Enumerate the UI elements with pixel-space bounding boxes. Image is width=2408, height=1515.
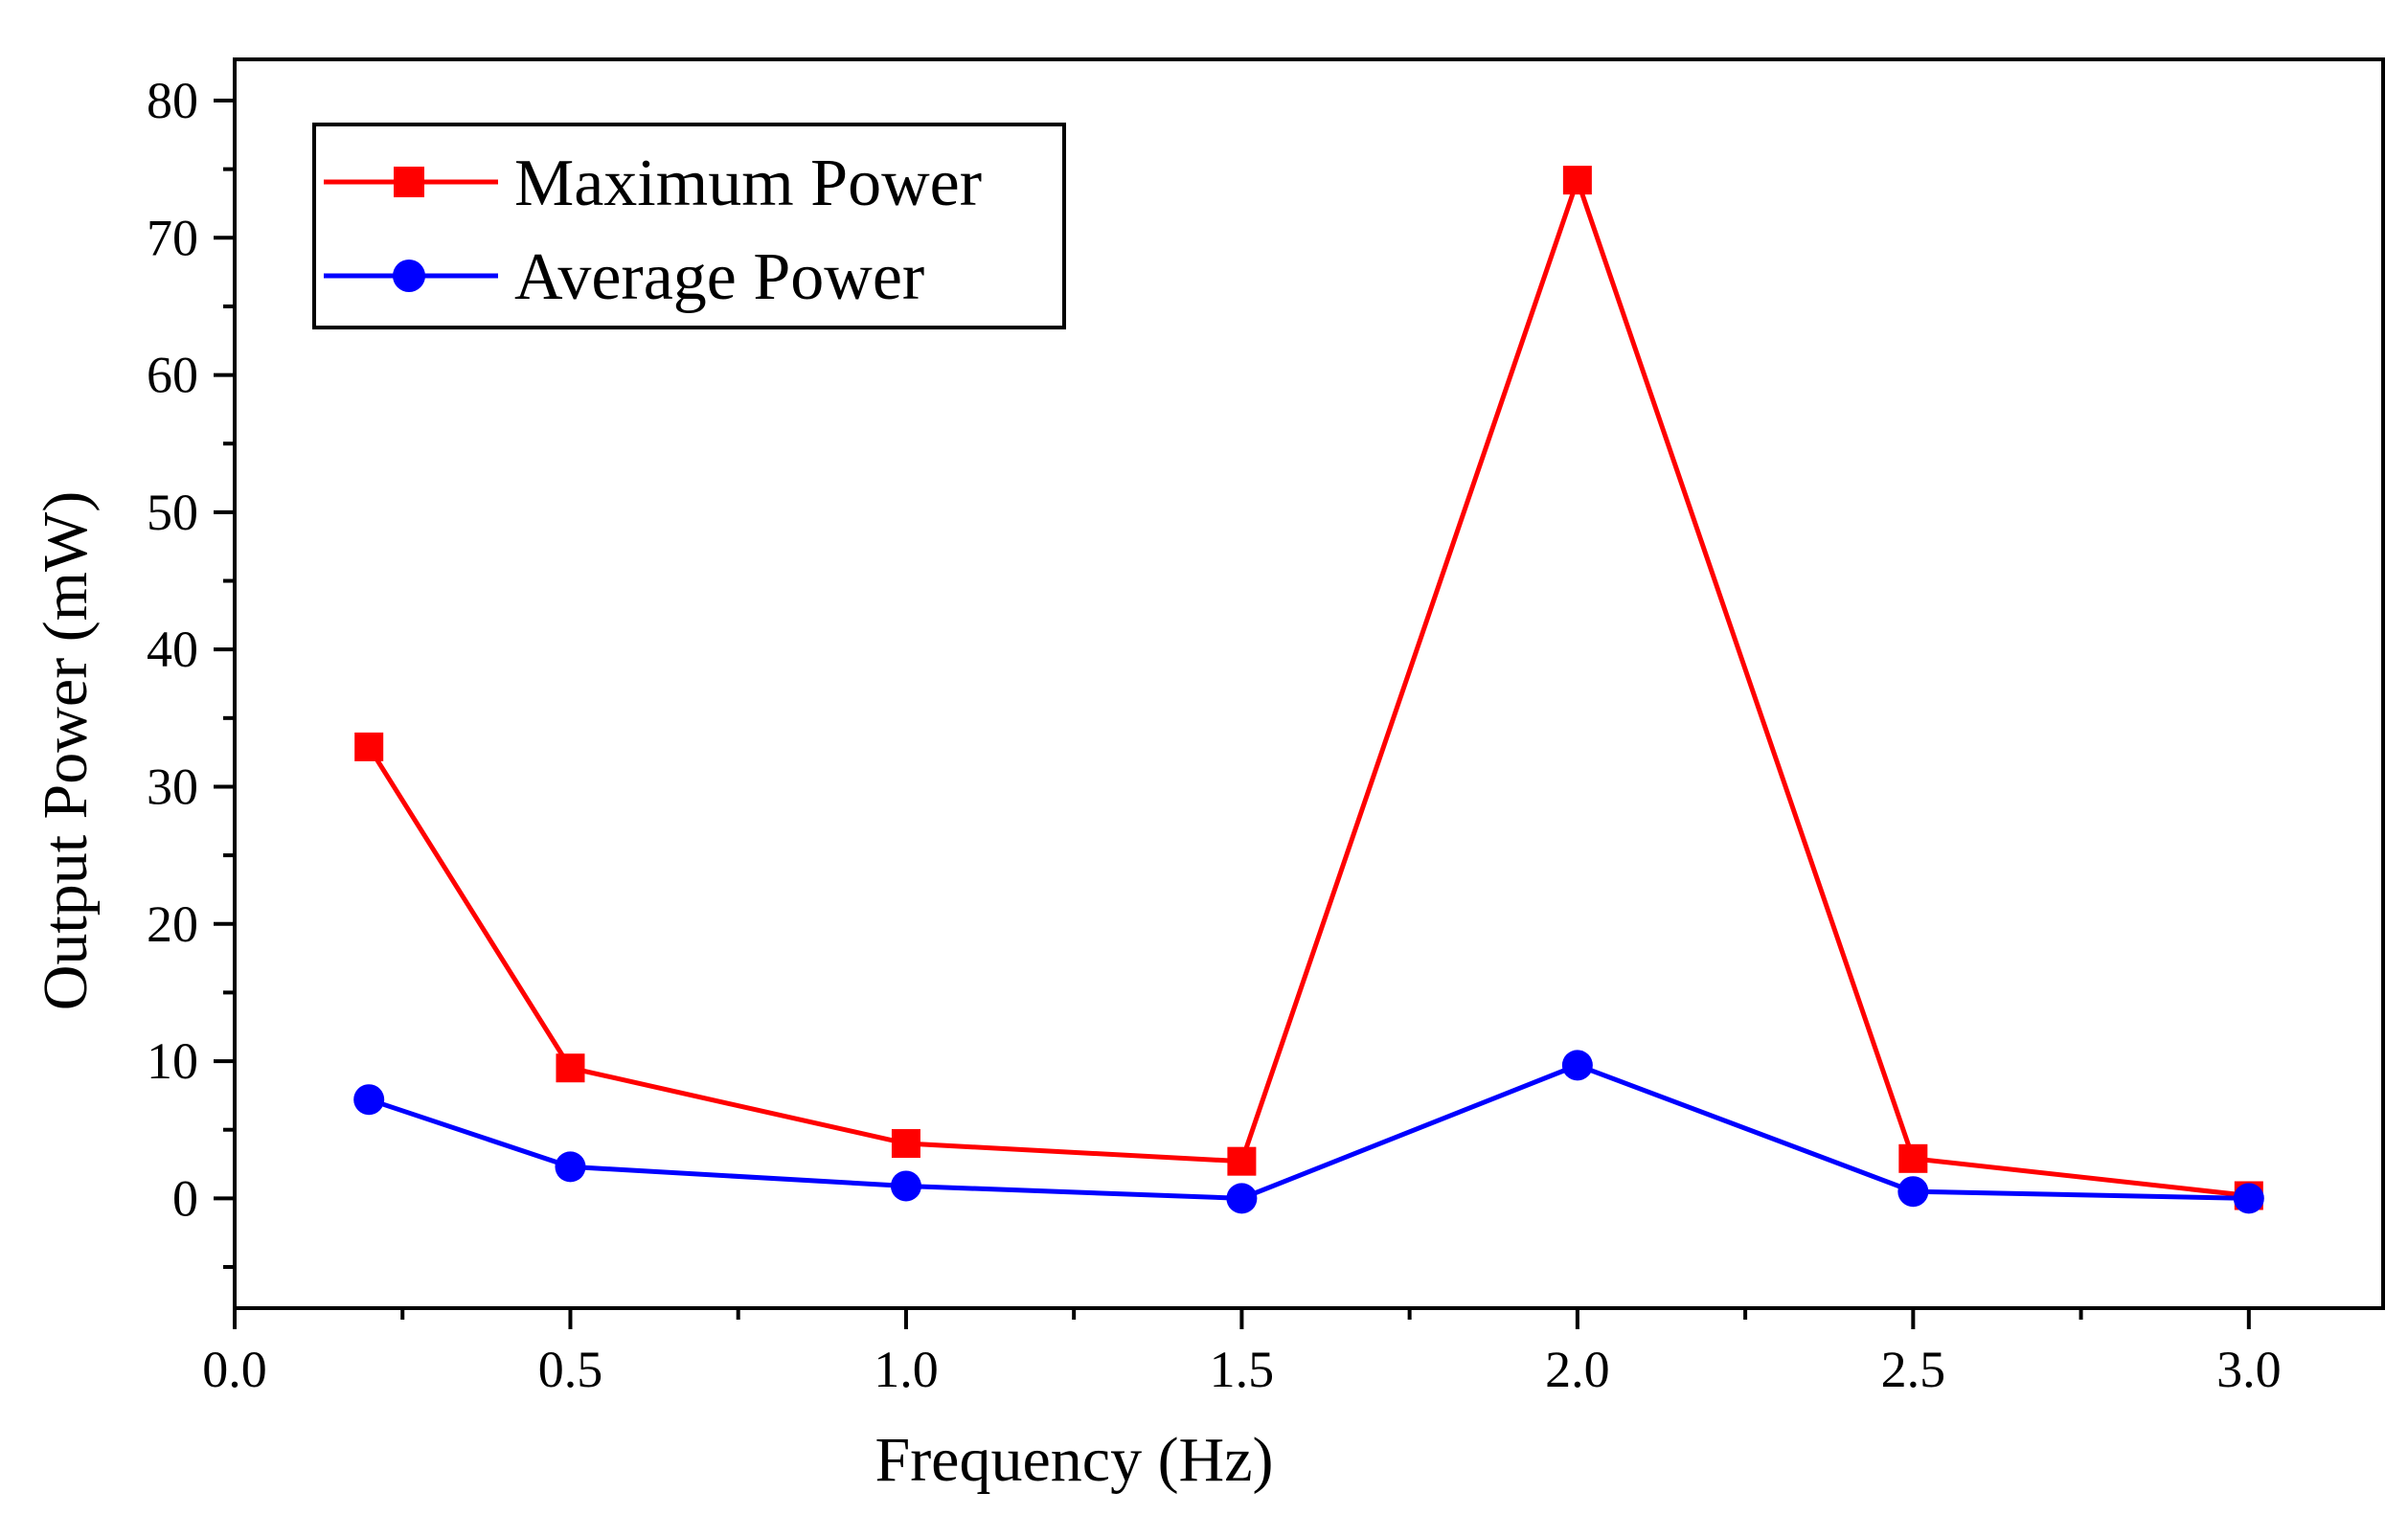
x-tick-label: 1.5: [1210, 1341, 1275, 1398]
x-axis-title: Frequency (Hz): [875, 1425, 1274, 1495]
legend-circle-marker: [393, 260, 425, 292]
y-tick-label: 50: [147, 484, 198, 541]
avg-power-point: [1897, 1176, 1929, 1208]
legend-label-1: Average Power: [514, 240, 924, 314]
y-tick-label: 10: [147, 1032, 198, 1090]
y-tick-label: 80: [147, 72, 198, 129]
x-tick-label: 1.0: [874, 1341, 939, 1398]
y-tick-label: 20: [147, 895, 198, 953]
max-power-point: [354, 732, 384, 761]
x-tick-label: 2.0: [1545, 1341, 1610, 1398]
legend-label-0: Maximum Power: [514, 147, 982, 220]
legend: Maximum Power Average Power: [312, 123, 1066, 329]
series-line-0: [367, 172, 2250, 1198]
avg-power-point: [353, 1084, 385, 1116]
legend-square-marker: [394, 167, 424, 197]
max-power-point: [1898, 1143, 1928, 1173]
plot-layer: [353, 166, 2264, 1214]
max-power-point: [891, 1129, 920, 1159]
y-axis-title: Output Power (mW): [31, 491, 101, 1011]
y-tick-label: 30: [147, 758, 198, 815]
plot-frame: [233, 57, 2385, 1310]
legend-box: [312, 123, 1066, 329]
y-tick-label: 70: [147, 209, 198, 266]
avg-power-point: [890, 1170, 921, 1202]
avg-power-point: [1561, 1050, 1593, 1081]
y-tick-label: 40: [147, 621, 198, 678]
y-tick-label: 60: [147, 347, 198, 404]
avg-power-point: [555, 1151, 586, 1183]
x-tick-label: 3.0: [2216, 1341, 2282, 1398]
y-tick-label: 0: [172, 1169, 198, 1227]
axes-layer: 0.0 0.5 1.0 1.5 2.0 2.5 3.0 0 10 20 30 40 50 60 70 80 Fr…: [31, 57, 2385, 1495]
x-tick-label: 2.5: [1881, 1341, 1946, 1398]
x-tick-label: 0.0: [202, 1341, 267, 1398]
max-power-point: [556, 1053, 585, 1083]
x-tick-label: 0.5: [538, 1341, 603, 1398]
max-power-point: [1227, 1146, 1257, 1176]
avg-power-point: [2233, 1183, 2264, 1214]
avg-power-point: [1226, 1183, 1258, 1214]
max-power-point: [1562, 166, 1592, 195]
